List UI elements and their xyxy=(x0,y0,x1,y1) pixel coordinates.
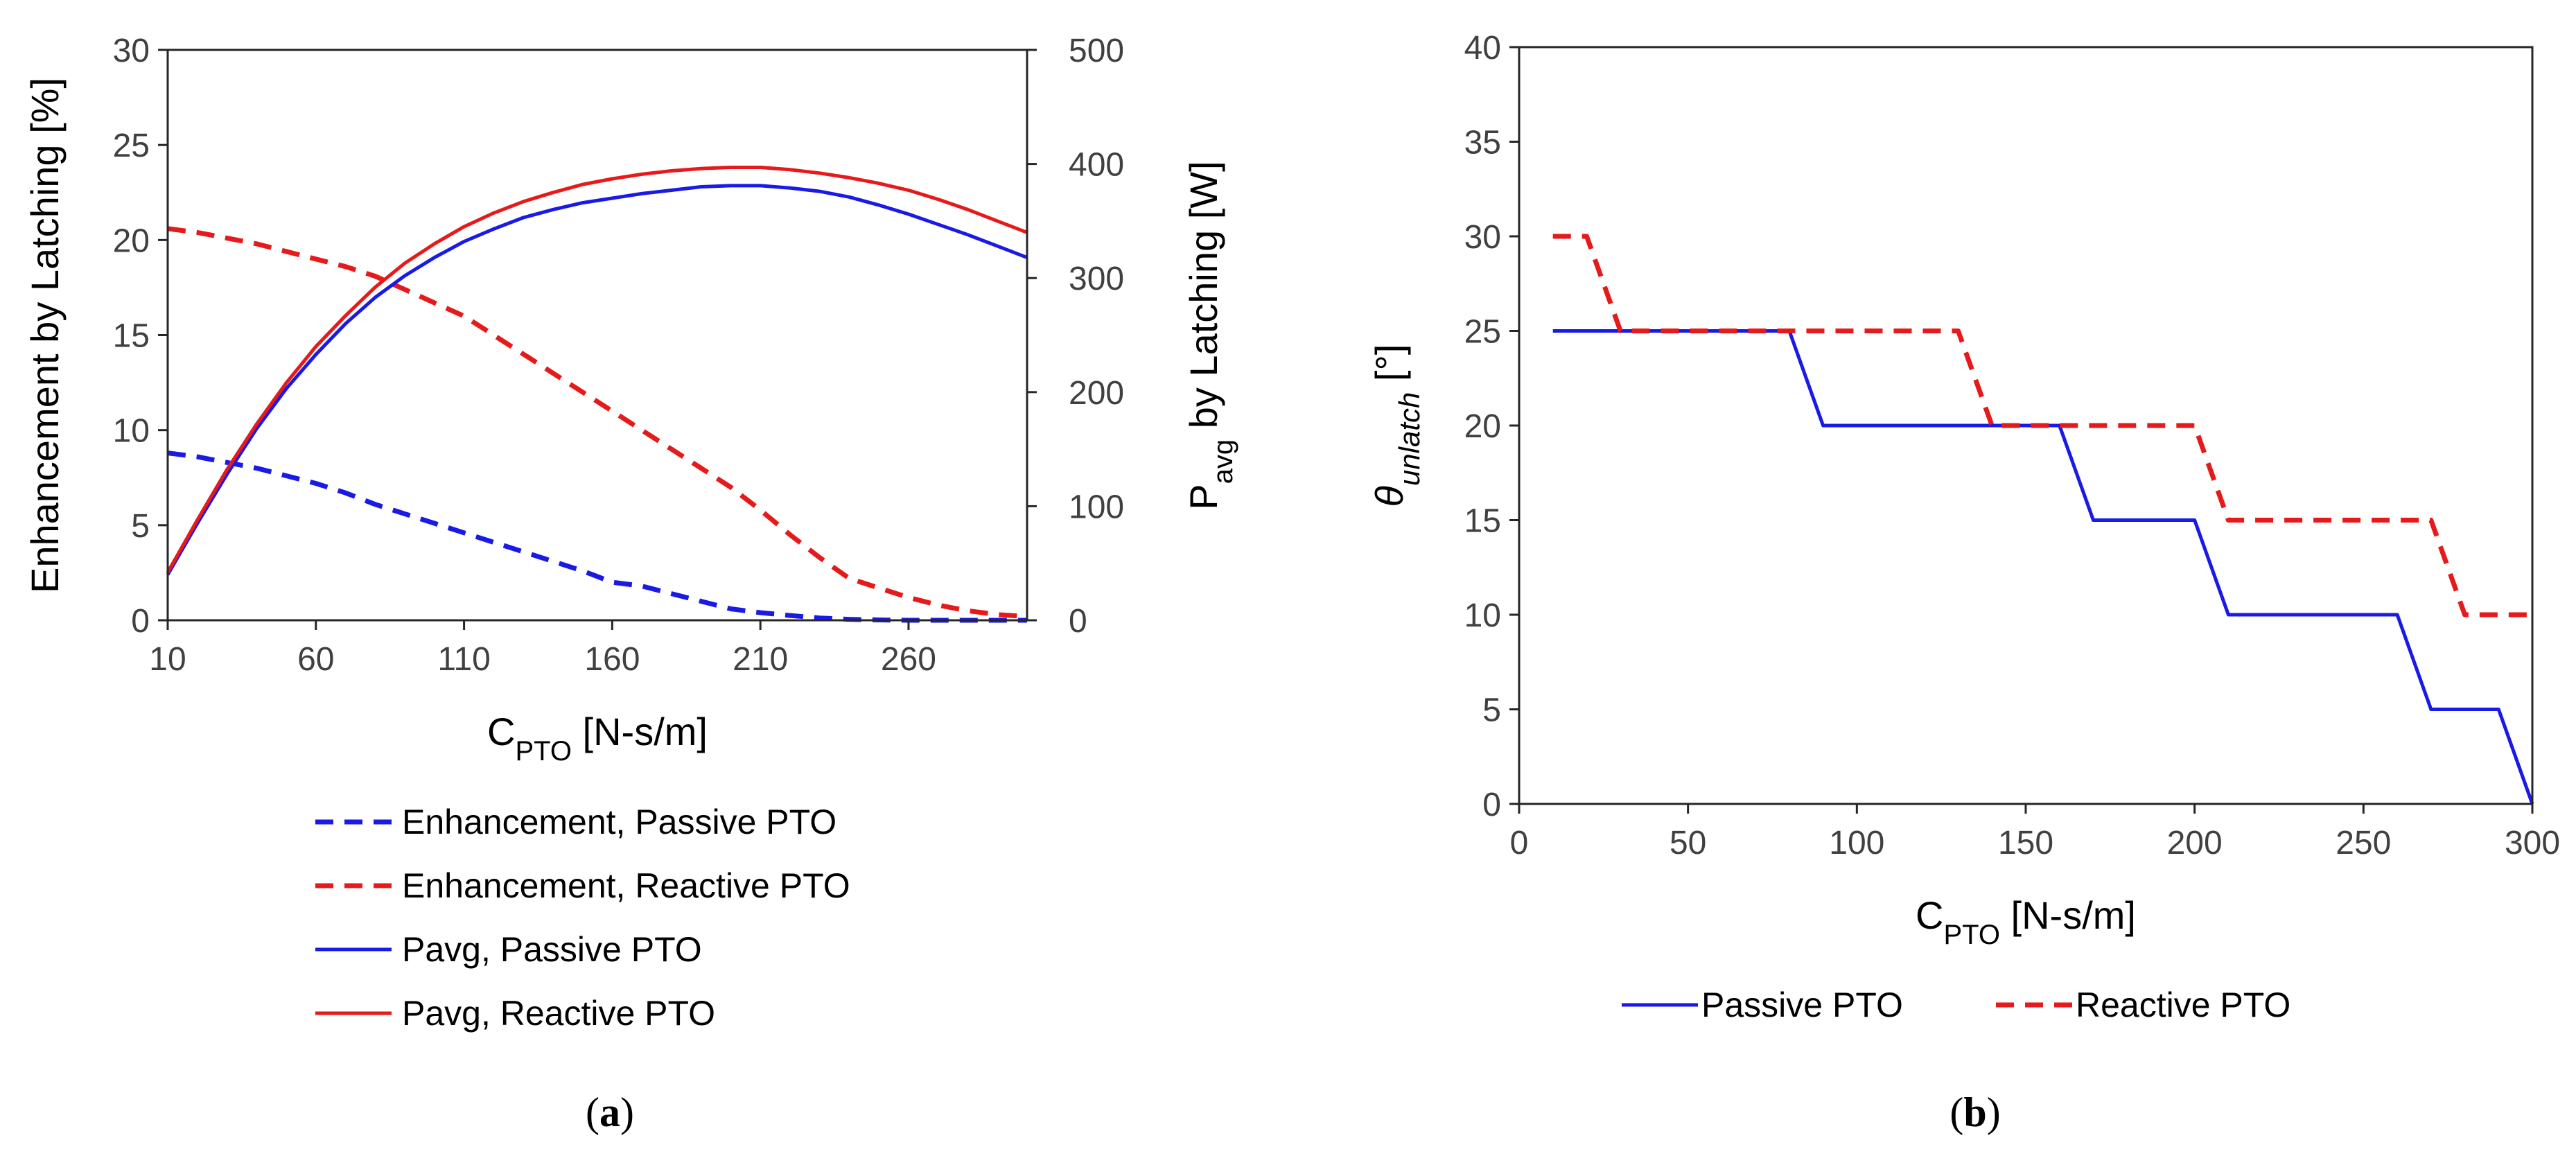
y-right-tick-label: 300 xyxy=(1069,261,1124,297)
y-tick-label: 40 xyxy=(1464,30,1501,67)
panel-a-label: (a) xyxy=(586,1089,634,1135)
legend-label-pavg-passive-pto: Pavg, Passive PTO xyxy=(402,930,702,969)
series-line-pavg-passive-pto xyxy=(166,184,1028,576)
legend-label-passive-pto: Passive PTO xyxy=(1701,986,1903,1024)
panel-a-legend: Enhancement, Passive PTO Enhancement, Rea… xyxy=(315,803,850,1033)
legend-label-reactive-pto: Reactive PTO xyxy=(2076,986,2290,1024)
panel-a-y-left-title: Enhancement by Latching [%] xyxy=(23,78,67,593)
legend-label-pavg-reactive-pto: Pavg, Reactive PTO xyxy=(402,994,715,1033)
y-tick-label: 15 xyxy=(1464,503,1501,540)
x-tick-label: 300 xyxy=(2505,825,2560,861)
x-tick-label: 60 xyxy=(297,641,334,678)
y-left-tick-label: 20 xyxy=(113,222,150,259)
x-tick-label: 150 xyxy=(1998,825,2053,861)
series-line-reactive-pto xyxy=(1552,234,2532,618)
y-tick-label: 30 xyxy=(1464,219,1501,256)
x-tick-label: 260 xyxy=(881,641,936,678)
y-left-tick-label: 30 xyxy=(113,33,150,69)
series-line-enhancement-reactive-pto xyxy=(167,226,1028,619)
y-tick-label: 0 xyxy=(1482,787,1501,823)
y-left-tick-label: 0 xyxy=(131,603,150,640)
panel-a-y-right-title: Pavg by Latching [W] xyxy=(1182,161,1238,509)
y-right-tick-label: 500 xyxy=(1069,33,1124,69)
y-right-tick-label: 200 xyxy=(1069,375,1124,412)
legend-label-enhancement-reactive-pto: Enhancement, Reactive PTO xyxy=(402,866,850,905)
panel-b-chart: 0 5 10 15 20 25 30 35 40 0 50 100 150 200 250 300 θunla… xyxy=(1367,30,2560,1135)
legend-label-enhancement-passive-pto: Enhancement, Passive PTO xyxy=(402,803,836,841)
y-right-tick-label: 100 xyxy=(1069,489,1124,525)
y-left-tick-label: 10 xyxy=(113,413,150,450)
panel-a-plot-frame xyxy=(166,49,1028,622)
x-tick-label: 110 xyxy=(437,641,491,678)
y-tick-label: 5 xyxy=(1482,692,1501,729)
x-tick-label: 10 xyxy=(149,641,186,678)
y-right-tick-label: 400 xyxy=(1069,147,1124,184)
x-tick-label: 200 xyxy=(2167,825,2223,861)
y-tick-label: 20 xyxy=(1464,408,1501,445)
y-right-tick-label: 0 xyxy=(1069,603,1087,640)
y-left-tick-label: 25 xyxy=(113,128,150,164)
panel-b-ticks: 0 5 10 15 20 25 30 35 40 0 50 100 150 200 250 300 xyxy=(1464,30,2560,861)
x-tick-label: 250 xyxy=(2336,825,2391,861)
x-tick-label: 50 xyxy=(1670,825,1706,861)
x-tick-label: 0 xyxy=(1510,825,1529,861)
panel-b-y-title: θunlatch [°] xyxy=(1367,344,1426,507)
panel-b-legend: Passive PTO Reactive PTO xyxy=(1622,986,2290,1024)
y-tick-label: 25 xyxy=(1464,314,1501,351)
panel-a-series xyxy=(166,166,1028,623)
y-tick-label: 10 xyxy=(1464,597,1501,634)
x-tick-label: 160 xyxy=(584,641,640,678)
panel-b-label: (b) xyxy=(1949,1089,2000,1135)
x-tick-label: 210 xyxy=(733,641,788,678)
panel-a-x-title: CPTO [N-s/m] xyxy=(487,710,708,767)
panel-b-x-title: CPTO [N-s/m] xyxy=(1916,893,2136,950)
series-line-passive-pto xyxy=(1552,329,2534,805)
series-line-pavg-reactive-pto xyxy=(166,166,1028,574)
y-left-tick-label: 5 xyxy=(131,508,150,545)
panel-b-series xyxy=(1552,234,2534,805)
y-tick-label: 35 xyxy=(1464,125,1501,161)
x-tick-label: 100 xyxy=(1829,825,1884,861)
y-left-tick-label: 15 xyxy=(113,318,150,355)
